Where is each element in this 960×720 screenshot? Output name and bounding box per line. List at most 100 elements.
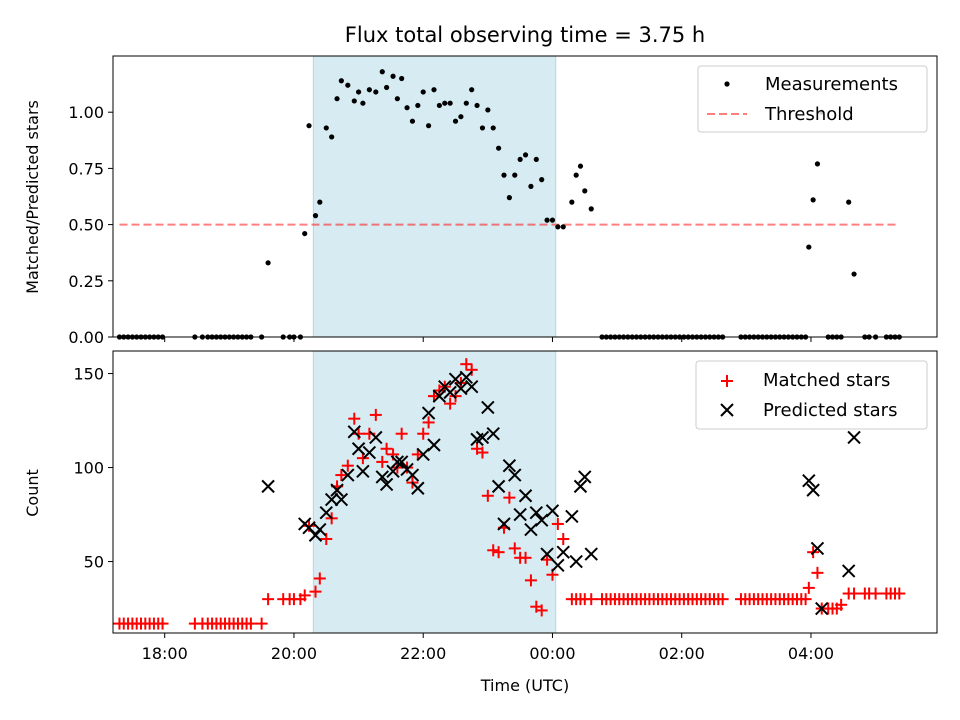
predicted-star-point: [362, 445, 377, 460]
bottom-legend-box: [695, 360, 928, 430]
measurement-point: [573, 172, 579, 178]
predicted-star-point: [379, 477, 394, 492]
matched-star-point: [799, 593, 812, 606]
predicted-star-point: [324, 492, 339, 507]
measurement-point: [409, 118, 416, 124]
predicted-star-point: [578, 470, 592, 484]
predicted-marker-b: [497, 517, 511, 531]
top-y-tick-label: 0.25: [68, 272, 104, 291]
predicted-marker-b: [529, 505, 544, 520]
x-tick-label: 22:00: [400, 644, 446, 663]
measurement-point: [496, 145, 502, 151]
legend-label-threshold: Threshold: [764, 104, 854, 125]
predicted-star-point: [545, 504, 560, 518]
matched-star-point: [417, 427, 430, 440]
measurement-point: [302, 230, 308, 237]
matched-star-point: [585, 593, 598, 606]
measurement-point: [582, 188, 588, 194]
predicted-marker-b: [518, 489, 533, 503]
measurement-point: [306, 123, 312, 129]
predicted-star-point: [375, 470, 389, 484]
predicted-star-point: [806, 483, 820, 497]
predicted-marker-b: [815, 601, 829, 616]
predicted-star-point: [448, 372, 463, 386]
measurement-point: [425, 123, 432, 129]
measurement-point: [458, 114, 464, 120]
matched-star-point: [465, 363, 478, 376]
matched-star-point: [460, 358, 473, 371]
matched-star-point: [298, 589, 311, 602]
matched-star-point: [557, 533, 570, 545]
matched-star-point: [835, 598, 848, 611]
predicted-star-point: [534, 513, 549, 527]
predicted-marker-b: [545, 504, 560, 518]
measurement-point: [447, 100, 453, 106]
matched-star-point: [309, 585, 322, 598]
predicted-star-point: [491, 479, 506, 494]
predicted-star-point: [565, 509, 579, 524]
predicted-star-point: [390, 455, 405, 469]
matched-star-point: [848, 587, 861, 600]
measurement-point: [366, 87, 372, 93]
predicted-marker-b: [411, 481, 425, 495]
predicted-marker-b: [390, 455, 405, 469]
predicted-marker-b: [810, 541, 825, 556]
measurement-point: [355, 89, 362, 95]
matched-star-point: [716, 593, 729, 606]
predicted-marker-b: [334, 492, 349, 507]
matched-star-point: [476, 446, 489, 459]
measurement-point: [360, 100, 366, 106]
predicted-star-point: [569, 554, 583, 569]
predicted-star-point: [540, 547, 554, 561]
measurement-point: [814, 161, 821, 167]
legend-label-measurements: Measurements: [765, 74, 898, 95]
matched-star-point: [503, 491, 516, 504]
predicted-marker-b: [565, 509, 579, 524]
bottom-legend: Matched stars Predicted stars: [695, 360, 928, 430]
matched-star-point: [369, 408, 382, 421]
measurement-point: [533, 156, 539, 163]
predicted-marker-b: [513, 507, 527, 522]
measurement-point: [479, 125, 486, 131]
predicted-star-point: [524, 522, 538, 537]
matched-star-point: [156, 617, 169, 630]
top-y-tick-label: 1.00: [68, 103, 104, 122]
matched-star-point: [262, 593, 275, 606]
measurement-point: [373, 89, 379, 95]
predicted-marker-b: [302, 521, 316, 535]
predicted-marker-b: [448, 372, 463, 386]
predicted-marker-b: [491, 479, 506, 494]
measurement-point: [851, 271, 857, 277]
predicted-star-point: [454, 381, 468, 396]
matched-star-point: [380, 442, 393, 455]
matched-star-point: [869, 587, 882, 600]
observing-window-span: [312, 55, 557, 338]
predicted-star-point: [369, 430, 383, 445]
matched-star-point: [313, 572, 326, 585]
predicted-marker-b: [443, 385, 457, 400]
predicted-star-point: [334, 492, 349, 507]
measurement-point: [555, 224, 561, 230]
measurement-point: [539, 177, 545, 183]
predicted-star-point: [443, 385, 457, 400]
predicted-star-point: [313, 522, 327, 537]
predicted-marker-b: [369, 430, 383, 445]
measurement-point: [312, 213, 319, 219]
predicted-star-point: [405, 468, 420, 482]
predicted-marker-b: [330, 483, 344, 497]
predicted-star-point: [411, 481, 425, 495]
predicted-star-point: [347, 425, 361, 439]
predicted-star-point: [356, 464, 370, 479]
predicted-star-point: [351, 442, 366, 456]
predicted-marker-b: [394, 455, 409, 469]
measurement-point: [806, 244, 812, 250]
predicted-marker-b: [454, 381, 468, 396]
measurement-point: [528, 183, 534, 189]
measurement-point: [399, 75, 405, 82]
predicted-marker-b: [421, 406, 436, 420]
bottom-y-tick-label: 50: [84, 553, 104, 572]
bottom-plot-frame: [112, 350, 938, 634]
bottom-y-tick-label: 100: [73, 459, 104, 478]
matched-star-point: [551, 517, 564, 530]
predicted-star-point: [518, 489, 533, 503]
